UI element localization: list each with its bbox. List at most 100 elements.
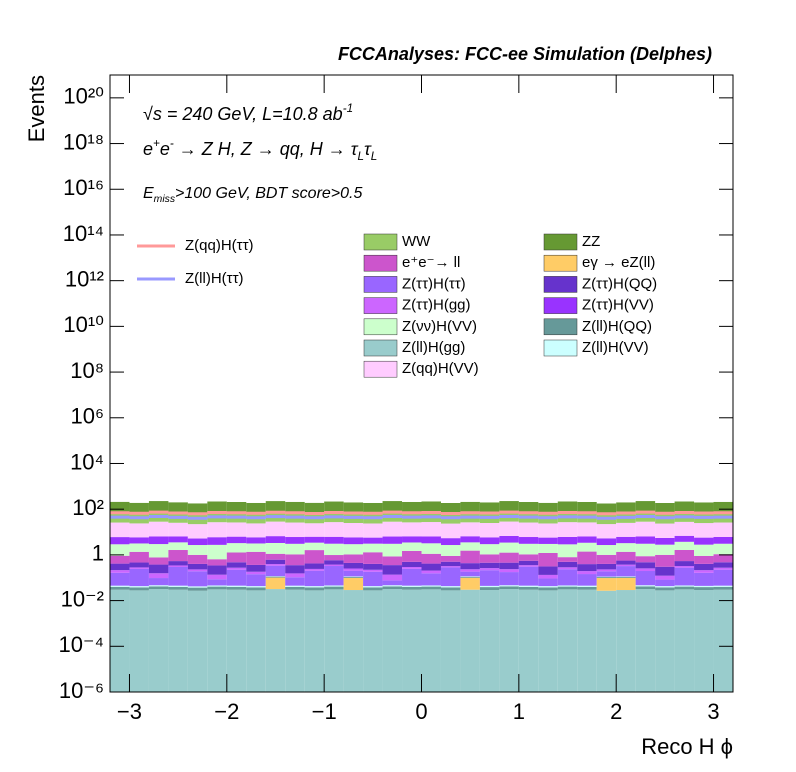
histogram-bar: [440, 566, 461, 568]
legend-label: Z(ττ)H(ττ): [402, 275, 466, 292]
histogram-bar: [499, 501, 519, 511]
y-axis-title: Events: [24, 75, 49, 142]
histogram-bar: [635, 568, 656, 572]
histogram-bar: [674, 589, 695, 692]
histogram-bar: [382, 521, 403, 537]
histogram-bar: [538, 590, 558, 692]
histogram-bar: [674, 567, 695, 586]
histogram-bar: [674, 586, 695, 590]
histogram-bar: [460, 563, 480, 570]
annotation: √s = 240 GeV, L=10.8 ab-1: [143, 102, 353, 124]
histogram-bar: [207, 565, 227, 575]
histogram-bar: [479, 590, 500, 692]
histogram-bar: [596, 590, 617, 692]
histogram-bar: [596, 554, 617, 564]
histogram-bar: [596, 545, 617, 555]
histogram-bar: [402, 550, 422, 562]
histogram-bar: [518, 554, 539, 561]
histogram-bar: [557, 589, 578, 692]
chart-title: FCCAnalyses: FCC-ee Simulation (Delphes): [338, 44, 712, 64]
histogram-bar: [246, 564, 266, 572]
plot-area: [110, 501, 733, 692]
histogram-bar: [110, 537, 130, 545]
histogram-bar: [343, 554, 364, 563]
histogram-bar: [616, 564, 636, 567]
histogram-bar: [363, 502, 383, 513]
histogram-bar: [557, 585, 578, 587]
legend-label: Z(ττ)H(gg): [402, 297, 471, 314]
histogram-bar: [246, 590, 266, 692]
histogram-bar: [694, 544, 714, 556]
histogram-bar: [713, 543, 733, 555]
histogram-bar: [421, 585, 441, 587]
histogram-bar: [246, 537, 266, 544]
histogram-bar: [324, 564, 344, 567]
histogram-bar: [226, 543, 247, 553]
histogram-bar: [499, 552, 519, 563]
histogram-bar: [324, 522, 344, 537]
histogram-bar: [226, 522, 247, 537]
legend-label: Z(ll)H(QQ): [582, 318, 652, 335]
histogram-bar: [402, 542, 422, 551]
histogram-bar: [285, 554, 305, 566]
histogram-bar: [479, 587, 500, 591]
histogram-bar: [694, 572, 714, 586]
histogram-bar: [655, 502, 675, 513]
histogram-bar: [596, 524, 617, 539]
histogram-bar: [129, 568, 149, 587]
y-tick-label: 10⁻⁶: [59, 678, 104, 703]
histogram-bar: [596, 538, 617, 546]
histogram-bar: [655, 590, 675, 692]
histogram-bar: [479, 585, 500, 588]
histogram-bar: [421, 563, 441, 571]
histogram-bar: [655, 544, 675, 555]
histogram-bar: [596, 503, 617, 514]
histogram-bar: [246, 571, 266, 575]
histogram-bar: [655, 554, 675, 567]
histogram-bar: [207, 585, 227, 587]
histogram-bar: [285, 589, 305, 692]
histogram-bar: [324, 543, 344, 556]
histogram-bar: [265, 536, 286, 543]
histogram-bar: [324, 586, 344, 590]
histogram-bar: [343, 523, 364, 538]
histogram-bar: [343, 544, 364, 555]
histogram-bar: [324, 536, 344, 544]
histogram-bar: [596, 578, 617, 591]
histogram-bar: [421, 536, 441, 544]
histogram-bar: [265, 559, 286, 565]
histogram-bar: [460, 522, 480, 537]
histogram-bar: [129, 543, 149, 552]
histogram-bar: [538, 578, 558, 587]
histogram-bar: [402, 522, 422, 537]
legend-swatch: [363, 254, 398, 272]
histogram-bar: [265, 553, 286, 560]
histogram-bar: [421, 501, 441, 512]
histogram-bar: [285, 501, 305, 512]
histogram-bar: [713, 586, 733, 590]
histogram-bar: [518, 522, 539, 538]
histogram-bar: [187, 587, 208, 591]
histogram-bar: [499, 586, 519, 590]
histogram-bar: [402, 561, 422, 568]
histogram-bar: [207, 586, 227, 590]
histogram-bar: [168, 522, 188, 537]
histogram-bar: [499, 569, 519, 573]
histogram-bar: [596, 577, 617, 579]
histogram-bar: [694, 502, 714, 513]
histogram-bar: [187, 563, 208, 570]
histogram-bar: [557, 544, 578, 558]
histogram-bar: [187, 569, 208, 572]
histogram-bar: [713, 585, 733, 587]
histogram-bar: [635, 543, 656, 557]
histogram-bar: [460, 569, 480, 572]
histogram-bar: [148, 578, 169, 586]
histogram-bar: [440, 567, 461, 587]
histogram-bar: [148, 585, 169, 587]
histogram-bar: [518, 537, 539, 544]
histogram-bar: [694, 523, 714, 538]
histogram-bar: [187, 503, 208, 514]
histogram-bar: [207, 559, 227, 566]
histogram-bar: [518, 585, 539, 587]
histogram-bar: [324, 566, 344, 586]
